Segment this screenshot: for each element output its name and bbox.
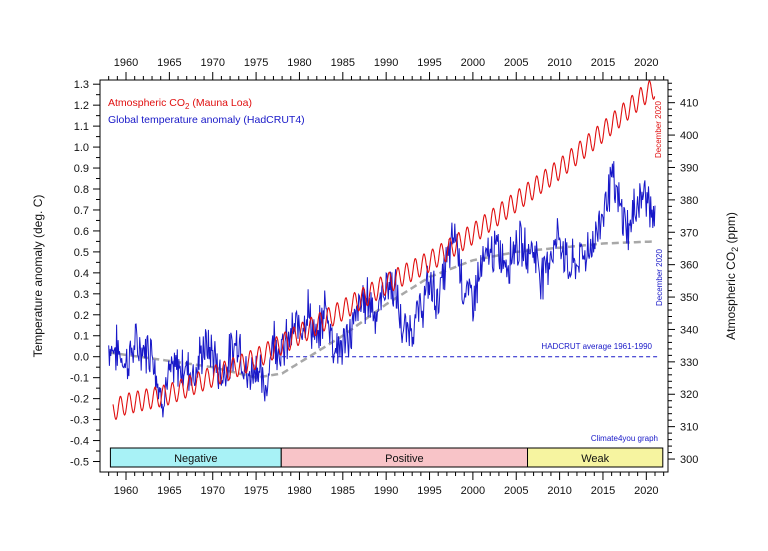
y-left-tick-label: 0.8	[74, 184, 89, 196]
y-right-tick-label: 400	[680, 130, 698, 142]
x-tick-label-top: 1995	[417, 57, 441, 69]
y-right-tick-label: 350	[680, 292, 698, 304]
y-left-tick-label: 0.1	[74, 331, 89, 343]
y-right-tick-label: 360	[680, 260, 698, 272]
x-tick-label-top: 2015	[591, 57, 615, 69]
x-tick-label-bottom: 1965	[157, 485, 181, 497]
y-right-tick-label: 320	[680, 389, 698, 401]
y-right-title-main: Atmospheric CO	[724, 252, 738, 340]
y-left-tick-label: 0.7	[74, 205, 89, 217]
x-tick-label-top: 2020	[634, 57, 658, 69]
x-tick-label-bottom: 1960	[114, 485, 138, 497]
x-tick-label-bottom: 1985	[331, 485, 355, 497]
x-tick-label-top: 2000	[461, 57, 485, 69]
legend-co2: Atmospheric CO2 (Mauna Loa)	[108, 97, 252, 111]
y-right-title-end: (ppm)	[724, 212, 738, 247]
x-tick-label-bottom: 1980	[287, 485, 311, 497]
x-tick-label-bottom: 1990	[374, 485, 398, 497]
y-right-tick-label: 310	[680, 422, 698, 434]
x-tick-label-bottom: 1995	[417, 485, 441, 497]
y-right-tick-label: 300	[680, 454, 698, 466]
x-tick-label-bottom: 2010	[547, 485, 571, 497]
band-label-2: Weak	[581, 453, 609, 465]
x-tick-label-top: 2010	[547, 57, 571, 69]
band-label-0: Negative	[174, 453, 217, 465]
y-left-tick-label: -0.5	[70, 457, 89, 469]
y-left-tick-label: 0.0	[74, 352, 89, 364]
y-left-tick-label: 1.3	[74, 79, 89, 91]
x-tick-label-top: 1965	[157, 57, 181, 69]
x-tick-label-top: 1975	[244, 57, 268, 69]
y-left-tick-label: 1.2	[74, 100, 89, 112]
y-left-tick-label: -0.2	[70, 394, 89, 406]
x-tick-label-top: 1960	[114, 57, 138, 69]
regime-bands: Negative Positive Weak	[109, 447, 664, 468]
x-tick-label-bottom: 1970	[200, 485, 224, 497]
credit-label: Climate4you graph	[591, 434, 658, 443]
co2-line	[112, 80, 656, 420]
baseline-label: HADCRUT average 1961-1990	[541, 342, 652, 351]
x-tick-label-bottom: 2020	[634, 485, 658, 497]
y-right-tick-label: 410	[680, 98, 698, 110]
x-tick-label-bottom: 2005	[504, 485, 528, 497]
plot-frame	[99, 79, 669, 473]
legend-co2-sub: 2	[185, 102, 190, 111]
y-left-axis-title: Temperature anomaly (deg. C)	[31, 195, 45, 358]
y-left-tick-label: 1.1	[74, 121, 89, 133]
y-left-tick-label: -0.1	[70, 373, 89, 385]
y-left-tick-label: -0.3	[70, 415, 89, 427]
y-left-tick-label: 0.2	[74, 310, 89, 322]
y-left-tick-label: 1.0	[74, 142, 89, 154]
x-tick-label-top: 2005	[504, 57, 528, 69]
x-tick-label-top: 1970	[200, 57, 224, 69]
y-right-tick-label: 340	[680, 324, 698, 336]
y-right-tick-label: 330	[680, 357, 698, 369]
y-left-tick-label: 0.4	[74, 268, 89, 280]
y-left-tick-label: 0.5	[74, 247, 89, 259]
legend-temperature: Global temperature anomaly (HadCRUT4)	[108, 114, 305, 126]
december-blue-label: December 2020	[655, 249, 664, 306]
legend-co2-main: Atmospheric CO	[108, 97, 185, 109]
y-left-tick-label: 0.9	[74, 163, 89, 175]
x-tick-label-bottom: 2000	[461, 485, 485, 497]
x-tick-label-top: 1990	[374, 57, 398, 69]
axes-ticks	[93, 72, 675, 480]
y-right-axis-title: Atmospheric CO2 (ppm)	[724, 212, 740, 340]
y-left-tick-label: 0.3	[74, 289, 89, 301]
temperature-line	[108, 161, 656, 418]
y-right-title-sub: 2	[730, 247, 740, 252]
legend-co2-end: (Mauna Loa)	[189, 97, 251, 109]
series-layer	[108, 80, 660, 420]
y-right-tick-label: 390	[680, 162, 698, 174]
x-tick-label-top: 1985	[331, 57, 355, 69]
y-right-tick-label: 370	[680, 227, 698, 239]
y-left-tick-label: 0.6	[74, 226, 89, 238]
axis-labels: 1960 1960 1965 1965 1970 1970 1975 1975 1980 1980…	[70, 57, 698, 497]
december-red-label: December 2020	[654, 101, 663, 158]
band-2	[527, 447, 664, 468]
y-right-tick-label: 380	[680, 195, 698, 207]
band-label-1: Positive	[385, 453, 424, 465]
trend-line	[108, 240, 656, 379]
x-tick-label-bottom: 2015	[591, 485, 615, 497]
x-tick-label-top: 1980	[287, 57, 311, 69]
x-tick-label-bottom: 1975	[244, 485, 268, 497]
y-left-tick-label: -0.4	[70, 436, 89, 448]
